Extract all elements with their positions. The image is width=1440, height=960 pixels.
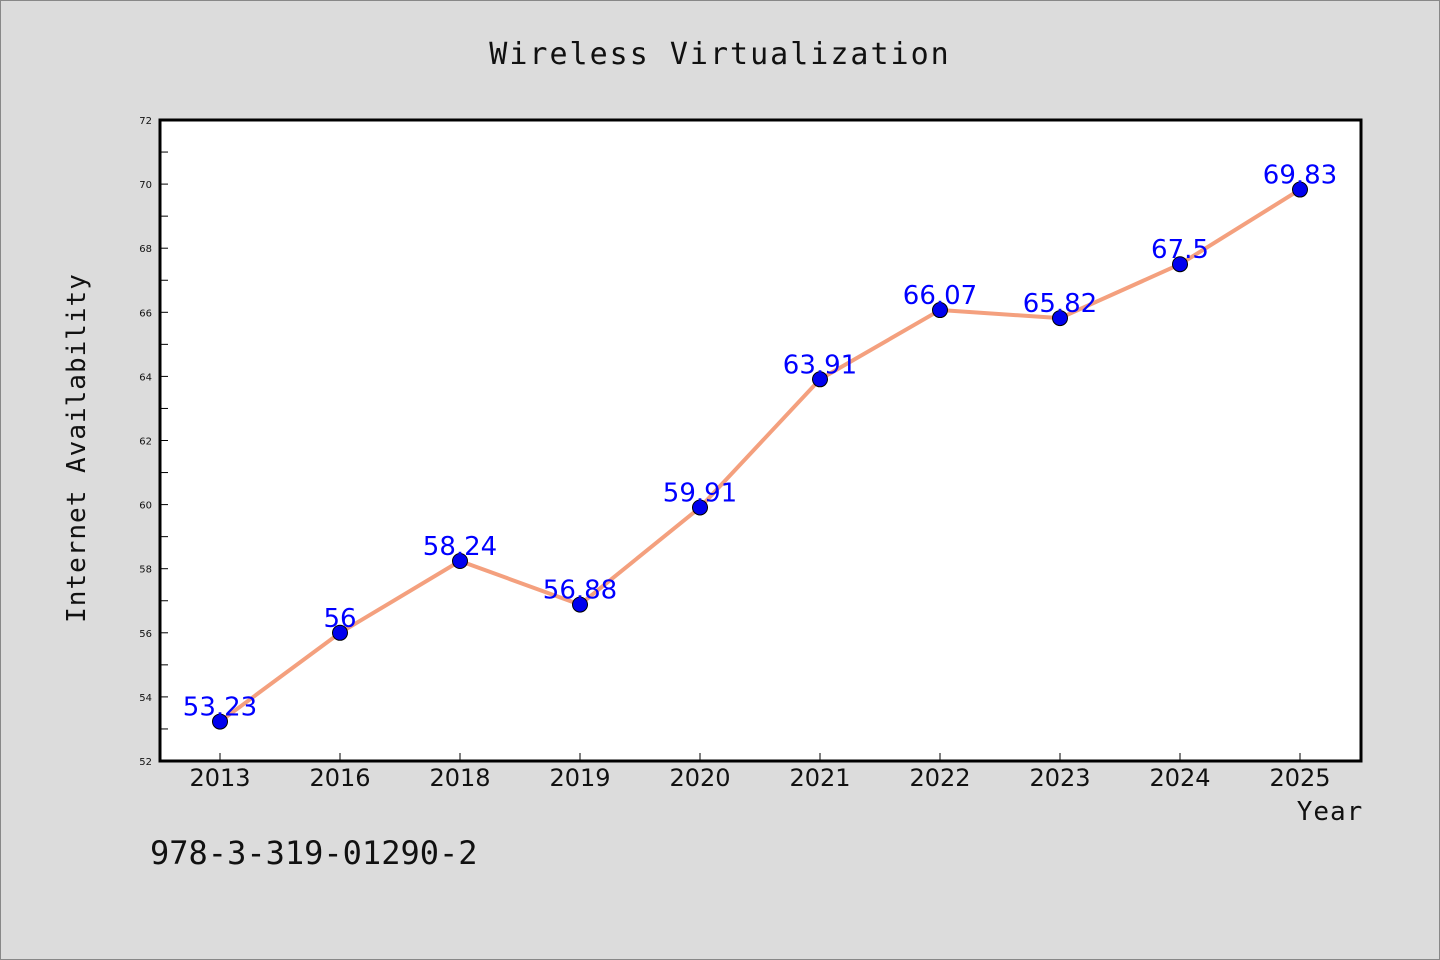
- data-point-marker: [1052, 310, 1068, 327]
- data-point-marker: [932, 302, 948, 319]
- y-tick-label: 54: [139, 693, 152, 704]
- y-tick-label: 66: [139, 308, 152, 319]
- data-label: 56: [323, 604, 356, 634]
- data-point-marker: [812, 371, 828, 388]
- x-tick-label: 2025: [1269, 764, 1330, 792]
- series-markers-group: [212, 181, 1308, 730]
- x-tick-label: 2022: [909, 764, 970, 792]
- x-axis-label: Year: [1297, 797, 1364, 827]
- y-tick-label: 68: [139, 244, 152, 255]
- y-tick-label: 56: [139, 629, 152, 640]
- x-tick-label: 2020: [669, 764, 730, 792]
- data-label: 58.24: [423, 532, 497, 562]
- y-tick-label: 58: [139, 565, 152, 576]
- data-point-marker: [212, 713, 228, 730]
- data-point-marker: [572, 596, 588, 613]
- data-point-marker: [692, 499, 708, 516]
- x-tick-label: 2024: [1149, 764, 1210, 792]
- y-tick-label: 62: [139, 437, 152, 448]
- y-axis: 52 54 56 58 60 62 64 66 68 70 72: [139, 116, 168, 768]
- data-point-marker: [1172, 256, 1188, 273]
- data-point-marker: [332, 624, 348, 641]
- data-point-marker: [1292, 181, 1308, 198]
- y-tick-label: 70: [139, 180, 152, 191]
- x-tick-label: 2019: [549, 764, 610, 792]
- x-tick-label: 2018: [429, 764, 490, 792]
- data-label: 63.91: [783, 350, 857, 380]
- x-tick-label: 2023: [1029, 764, 1090, 792]
- data-label: 59.91: [663, 478, 737, 508]
- footer-isbn: 978-3-319-01290-2: [150, 834, 478, 872]
- series-line-group: [218, 187, 1302, 724]
- x-tick-label: 2013: [189, 764, 250, 792]
- data-labels-group: 53.23 56 58.24 56.88 59.91 63.91 66.07 65.82 67.…: [183, 161, 1337, 723]
- data-label: 66.07: [903, 281, 977, 311]
- series-line: [218, 187, 1302, 724]
- y-tick-label: 72: [139, 116, 152, 127]
- y-tick-label: 60: [139, 501, 152, 512]
- data-label: 65.82: [1023, 289, 1097, 319]
- data-label: 56.88: [543, 576, 617, 606]
- y-tick-label: 64: [139, 372, 152, 383]
- x-tick-label: 2021: [789, 764, 850, 792]
- data-label: 69.83: [1263, 161, 1337, 191]
- data-label: 67.5: [1151, 235, 1209, 265]
- x-tick-label: 2016: [309, 764, 370, 792]
- chart-title: Wireless Virtualization: [489, 37, 950, 72]
- y-axis-label: Internet Availability: [62, 273, 92, 623]
- y-tick-label: 52: [139, 757, 152, 768]
- data-point-marker: [452, 553, 468, 570]
- x-axis: 2013 2016 2018 2019 2020 2021 2022 2023 2024 2025: [189, 753, 1331, 792]
- data-label: 53.23: [183, 693, 257, 723]
